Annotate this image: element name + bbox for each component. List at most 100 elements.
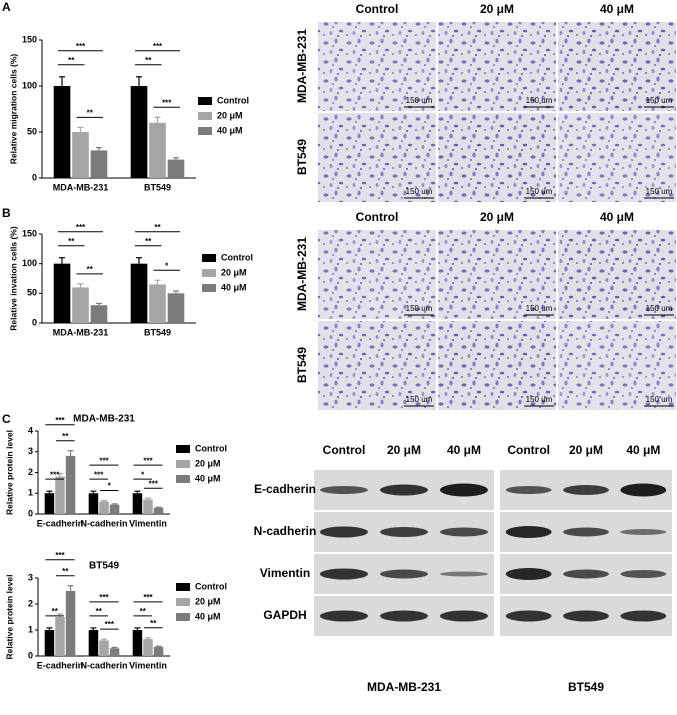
panel-label: C: [2, 412, 11, 426]
blot-band: [320, 568, 368, 580]
bar: [90, 305, 108, 323]
significance-label: ***: [99, 593, 109, 602]
significance-label: ***: [55, 416, 65, 425]
legend-label: 40 μM: [195, 611, 221, 621]
legend-swatch: [176, 475, 190, 483]
blot-band: [380, 610, 428, 622]
scale-label: 150 um: [646, 395, 673, 404]
significance-label: ***: [76, 42, 86, 51]
legend-swatch: [176, 445, 190, 453]
legend-label: 20 μM: [195, 596, 221, 606]
significance-label: **: [52, 607, 59, 616]
x-tick-label: Vimentin: [129, 660, 167, 670]
significance-label: **: [62, 567, 69, 576]
x-tick-label: Vimentin: [129, 518, 167, 528]
bar: [53, 263, 71, 323]
y-axis-label: Relative invation cells (%): [8, 226, 18, 331]
y-tick-label: 1: [28, 624, 33, 634]
significance-label: ***: [99, 456, 109, 465]
legend-label: Control: [195, 443, 227, 453]
lane-label: 20 μM: [569, 443, 603, 457]
cell-line-label: BT549: [568, 680, 604, 694]
legend-swatch: [176, 613, 190, 621]
legend-swatch: [202, 269, 216, 277]
blot-band: [380, 527, 428, 537]
scale-label: 150 um: [406, 187, 433, 196]
x-tick-label: BT549: [144, 327, 171, 337]
scale-label: 150 um: [526, 395, 553, 404]
panel-label: A: [2, 0, 11, 14]
blot-band: [563, 485, 609, 495]
significance-label: ***: [143, 593, 153, 602]
y-tick-label: 3: [28, 572, 33, 582]
blot-band: [440, 527, 488, 537]
bar: [109, 648, 120, 656]
bar: [109, 504, 120, 514]
legend-label: Control: [195, 581, 227, 591]
bar: [90, 150, 108, 178]
legend-label: Control: [221, 252, 253, 262]
bar: [44, 493, 55, 514]
significance-label: **: [145, 237, 152, 246]
column-header: 40 μM: [600, 2, 634, 16]
y-tick-label: 1: [28, 488, 33, 498]
bar: [88, 630, 99, 656]
significance-label: **: [140, 607, 147, 616]
significance-label: ***: [50, 470, 60, 479]
micrograph: [558, 230, 676, 319]
bar: [143, 639, 153, 656]
micrograph: [558, 22, 676, 111]
micrograph: [438, 113, 556, 202]
blot-band: [563, 610, 609, 622]
micrograph: [438, 22, 556, 111]
scale-label: 150 um: [646, 96, 673, 105]
bar: [55, 476, 65, 514]
legend-swatch: [176, 460, 190, 468]
significance-label: **: [68, 56, 75, 65]
blot-band: [563, 569, 609, 579]
bar: [132, 630, 143, 656]
column-header: 40 μM: [600, 210, 634, 224]
column-header: Control: [356, 2, 399, 16]
bar: [132, 493, 143, 514]
blot-band: [505, 526, 552, 538]
lane-label: Control: [507, 443, 550, 457]
bar: [72, 287, 89, 323]
significance-label: **: [154, 223, 161, 232]
bar: [44, 630, 55, 656]
bar: [99, 501, 109, 514]
lane-label: Control: [323, 443, 366, 457]
x-tick-label: BT549: [144, 182, 171, 192]
bar: [130, 263, 148, 323]
bar: [65, 455, 76, 514]
y-axis-label: Relative protein level: [4, 430, 14, 515]
significance-label: **: [87, 109, 94, 118]
bar: [149, 122, 166, 178]
y-tick-label: 0: [32, 317, 37, 327]
row-label: BT549: [295, 139, 309, 175]
panel-label: B: [2, 206, 11, 220]
blot-band: [620, 529, 667, 535]
scale-label: 150 um: [526, 96, 553, 105]
blot-band: [320, 486, 368, 494]
blot-band: [620, 483, 667, 497]
x-tick-label: N-cadherin: [80, 518, 127, 528]
significance-label: *: [141, 470, 145, 479]
bar: [149, 284, 166, 323]
bar: [143, 499, 153, 514]
y-tick-label: 150: [22, 228, 37, 238]
bar: [130, 86, 148, 178]
blot-band: [380, 569, 428, 579]
blot-band: [440, 610, 488, 622]
blot-band: [320, 610, 368, 622]
protein-label: GAPDH: [263, 608, 306, 622]
blot-band: [563, 527, 609, 537]
significance-label: **: [68, 237, 75, 246]
scale-label: 150 um: [526, 304, 553, 313]
row-label: MDA-MB-231: [295, 29, 309, 103]
legend-swatch: [198, 112, 212, 120]
micrograph: [318, 230, 436, 319]
legend-label: 40 μM: [217, 125, 243, 135]
legend-label: Control: [217, 95, 249, 105]
